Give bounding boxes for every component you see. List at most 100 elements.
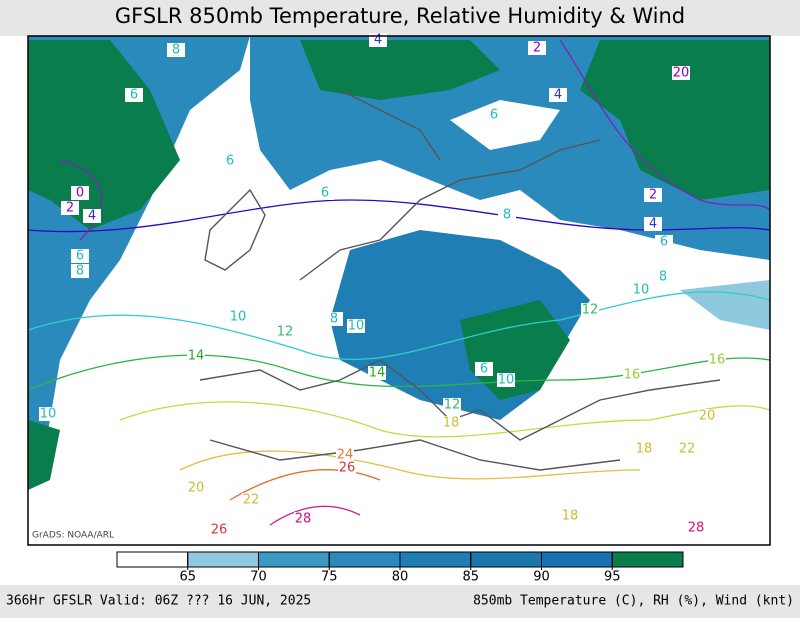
contour-label: 6	[76, 249, 84, 264]
contour-label-box	[687, 521, 705, 535]
contour-label: 10	[633, 283, 650, 298]
contour-label: 6	[321, 186, 329, 201]
contour-label: 6	[130, 88, 138, 103]
contour-label-box	[644, 188, 662, 202]
contour-label: 4	[554, 88, 562, 103]
contour-label: 16	[709, 353, 726, 368]
contour-label: 20	[699, 409, 716, 424]
contour-label: 12	[444, 398, 461, 413]
contour-label-box	[623, 368, 641, 382]
contour-label: 20	[673, 66, 690, 81]
colorbar-swatch	[541, 551, 613, 568]
coastline	[339, 89, 441, 161]
contour-label-box	[347, 319, 365, 333]
footer-left: 366Hr GFSLR Valid: 06Z ??? 16 JUN, 2025	[6, 594, 311, 609]
colorbar-swatch	[187, 551, 259, 568]
title: GFSLR 850mb Temperature, Relative Humidi…	[115, 4, 685, 28]
colorbar: 65 70 75 80 85 90 95	[116, 551, 684, 585]
contour	[59, 159, 103, 241]
contour-label-box	[644, 217, 662, 231]
contour-label: 12	[277, 325, 294, 340]
contour-label: 2	[533, 41, 541, 56]
contour-label-box	[187, 481, 205, 495]
colorbar-tick-label: 70	[250, 570, 267, 585]
contour-label-box	[632, 283, 650, 297]
contour-label: 8	[330, 312, 338, 327]
contour-label: 6	[226, 154, 234, 169]
contour-label: 8	[659, 270, 667, 285]
coastline	[299, 139, 601, 281]
map-credit: GrADS: NOAA/ARL	[32, 531, 114, 541]
contour-label-box	[698, 409, 716, 423]
contour-label-box	[485, 108, 503, 122]
contour-label-box	[210, 523, 228, 537]
contour-label-box	[497, 373, 515, 387]
colorbar-tick-label: 75	[321, 570, 338, 585]
contour-label: 8	[503, 208, 511, 223]
contour-label-box	[336, 448, 354, 462]
contour-label: 6	[480, 362, 488, 377]
contour	[229, 469, 381, 501]
contour-label: 6	[660, 235, 668, 250]
contour-label: 6	[490, 108, 498, 123]
contour-label: 18	[562, 509, 579, 524]
contour-label: 10	[40, 407, 57, 422]
contour-label-box	[368, 366, 386, 380]
rh-area	[28, 40, 180, 230]
contour-label: 8	[172, 43, 180, 58]
contour-label: 18	[636, 442, 653, 457]
contour-label-box	[39, 407, 57, 421]
contour-label-box	[654, 270, 672, 284]
contour-label: 4	[374, 33, 382, 48]
contour-label-box	[708, 353, 726, 367]
colorbar-swatch	[328, 551, 401, 568]
title-bar	[0, 0, 800, 36]
contour-label-box	[316, 186, 334, 200]
contour-label: 28	[688, 521, 705, 536]
coastline	[209, 439, 621, 471]
colorbar-tick-label: 80	[392, 570, 409, 585]
contour-label-box	[443, 398, 461, 412]
contour-label-box	[498, 208, 516, 222]
colorbar-tick-label: 95	[604, 570, 621, 585]
coastline	[204, 188, 266, 271]
contour-label-box	[635, 442, 653, 456]
contour-label: 14	[369, 366, 386, 381]
contour-label: 4	[649, 217, 657, 232]
contour-label-box	[221, 154, 239, 168]
contour-label-box	[678, 442, 696, 456]
contour-label: 2	[649, 188, 657, 203]
colorbar-swatch	[116, 551, 189, 568]
contour	[269, 505, 361, 526]
contour-label: 14	[188, 349, 205, 364]
contour-label: 10	[348, 319, 365, 334]
contour	[27, 354, 771, 391]
contour	[559, 39, 771, 211]
colorbar-tick-label: 90	[533, 570, 550, 585]
colorbar-tick-label: 85	[462, 570, 479, 585]
contour-label: 12	[582, 303, 599, 318]
contour-label-box	[125, 88, 143, 102]
contour-label: 24	[337, 448, 354, 463]
contour-label: 22	[243, 493, 260, 508]
contour-label-box	[294, 512, 312, 526]
contour-label-box	[528, 41, 546, 55]
contour-label: 16	[624, 368, 641, 383]
rh-area	[580, 40, 770, 200]
footer-bar	[0, 585, 800, 618]
contour	[27, 291, 771, 361]
contour-label-box	[672, 66, 690, 80]
colorbar-swatch	[258, 551, 330, 568]
contour-label-box	[167, 43, 185, 57]
contour-label: 26	[211, 523, 228, 538]
colorbar-swatch	[399, 551, 472, 568]
contour-label-box	[442, 416, 460, 430]
contour-label: 26	[339, 461, 356, 476]
rh-area	[28, 420, 60, 490]
contour-label-box	[187, 349, 205, 363]
contour	[179, 450, 641, 480]
contour-label-box	[229, 310, 247, 324]
